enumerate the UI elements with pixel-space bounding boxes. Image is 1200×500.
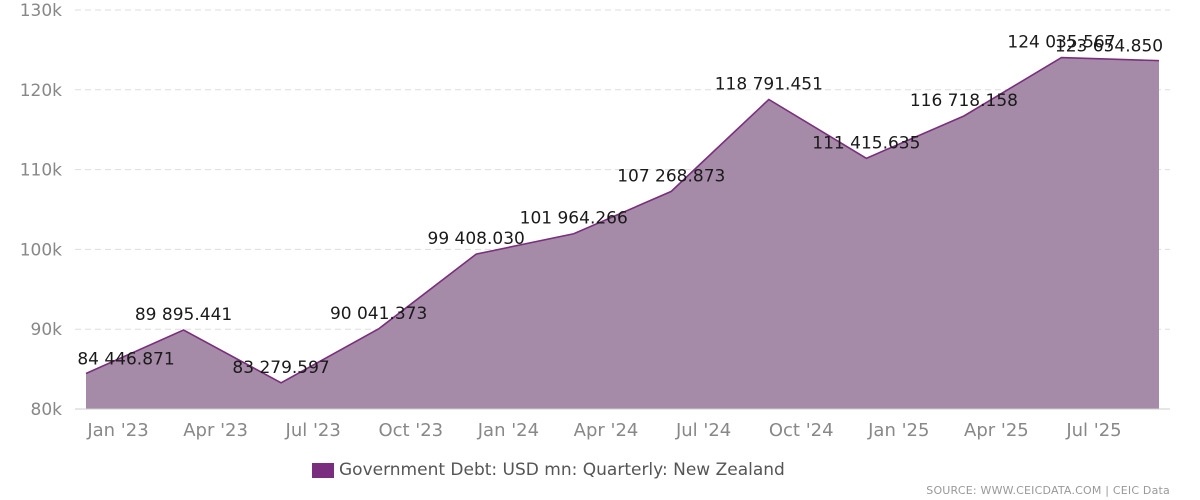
data-label: 107 268.873	[617, 166, 725, 186]
legend[interactable]: Government Debt: USD mn: Quarterly: New …	[312, 459, 785, 481]
data-label: 83 279.597	[232, 358, 329, 378]
area-fill	[86, 57, 1159, 409]
data-label: 90 041.373	[330, 304, 427, 324]
series-line	[85, 56, 1160, 384]
data-label: 89 895.441	[135, 305, 232, 325]
data-label: 101 964.266	[520, 209, 628, 229]
data-label: 118 791.451	[715, 74, 823, 94]
data-label: 111 415.635	[812, 133, 920, 153]
x-tick-label: Oct '24	[769, 420, 834, 441]
y-tick-label: 110k	[20, 161, 62, 181]
y-tick-label: 80k	[31, 400, 63, 420]
x-tick-label: Apr '25	[964, 420, 1029, 441]
x-tick-label: Jul '24	[675, 420, 731, 441]
x-tick-label: Oct '23	[378, 420, 443, 441]
x-tick-label: Apr '24	[574, 420, 639, 441]
data-labels: 84 446.871 89 895.441 83 279.597 90 041.373…	[77, 33, 1163, 378]
x-tick-label: Apr '23	[183, 420, 248, 441]
data-label: 124 035.567	[1007, 33, 1115, 53]
x-tick-label: Jan '24	[477, 420, 539, 441]
plot-area	[75, 56, 1170, 410]
data-label: 99 408.030	[428, 229, 525, 249]
data-label: 116 718.158	[910, 91, 1018, 111]
x-tick-label: Jan '25	[867, 420, 929, 441]
data-label: 123 654.850	[1055, 37, 1163, 57]
legend-swatch-icon	[312, 462, 334, 478]
y-tick-label: 130k	[20, 1, 62, 21]
y-tick-label: 100k	[20, 240, 62, 260]
data-label: 84 446.871	[77, 350, 174, 370]
x-axis: Jan '23 Apr '23 Jul '23 Oct '23 Jan '24 Apr '…	[86, 420, 1121, 441]
y-axis: 80k 90k 100k 110k 120k 130k	[20, 1, 62, 420]
y-tick-label: 90k	[31, 320, 63, 340]
source-credit: SOURCE: WWW.CEICDATA.COM | CEIC Data	[926, 484, 1170, 497]
x-tick-label: Jul '23	[285, 420, 341, 441]
x-tick-label: Jul '25	[1065, 420, 1121, 441]
x-tick-label: Jan '23	[86, 420, 148, 441]
legend-label: Government Debt: USD mn: Quarterly: New …	[339, 460, 785, 480]
y-tick-label: 120k	[20, 81, 62, 101]
